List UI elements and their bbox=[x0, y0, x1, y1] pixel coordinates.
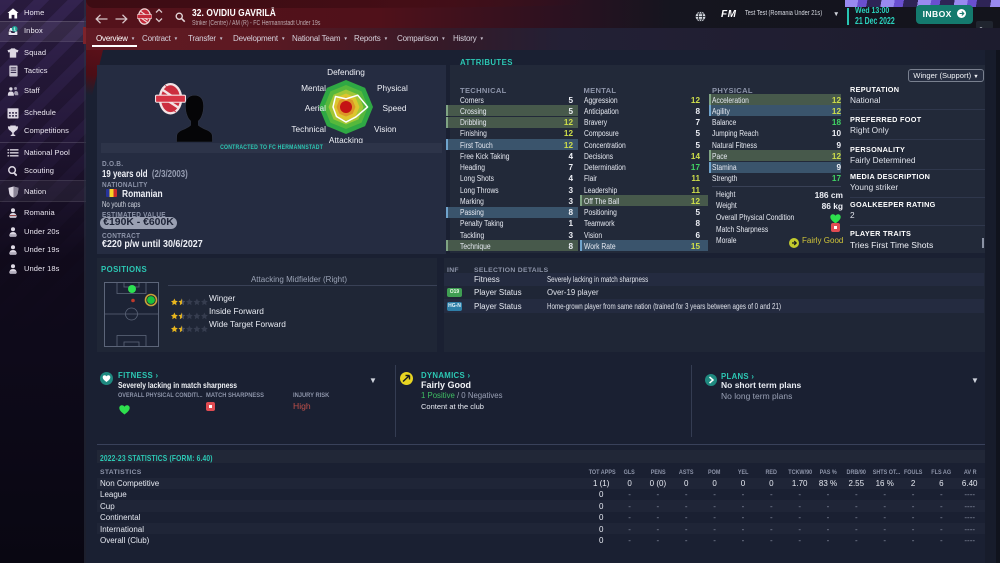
svg-text:1: 1 bbox=[13, 26, 16, 31]
